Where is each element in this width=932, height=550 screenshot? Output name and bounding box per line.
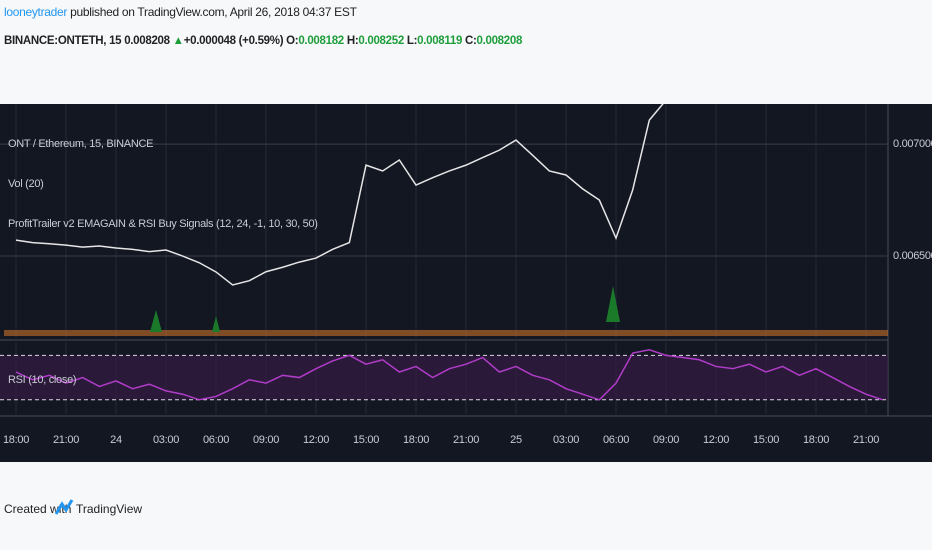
pane-title: ONT / Ethereum, 15, BINANCE (8, 138, 153, 150)
x-tick-label: 06:00 (603, 434, 629, 446)
ohlc-value: 0.008119 (417, 35, 463, 47)
symbol: BINANCE:ONTETH, 15 (4, 35, 122, 47)
ohlc-value: 0.008208 (476, 35, 523, 47)
last: 0.008208 (124, 35, 170, 47)
brand[interactable]: TradingView (76, 502, 143, 516)
ohlc-label: O: (286, 35, 299, 47)
published: published on TradingView.com, April 26, … (70, 5, 357, 19)
x-tick-label: 15:00 (353, 434, 379, 446)
x-tick-label: 03:00 (553, 434, 579, 446)
volume-band (4, 330, 888, 336)
x-tick-label: 18:00 (403, 434, 429, 446)
x-tick-label: 09:00 (653, 434, 679, 446)
arrow: ▲ (172, 35, 184, 47)
publish-line: looneytrader published on TradingView.co… (4, 5, 357, 19)
ohlc: O:0.008182 H:0.008252 L:0.008119 C:0.008… (286, 35, 522, 47)
x-tick-label: 21:00 (53, 434, 79, 446)
x-tick-label: 12:00 (303, 434, 329, 446)
indicator-label: ProfitTrailer v2 EMAGAIN & RSI Buy Signa… (8, 218, 318, 230)
x-tick-label: 06:00 (203, 434, 229, 446)
chart: 18:00 21:00 24 03:00 06:00 09:00 12:00 15:00 18:… (0, 104, 932, 462)
ohlc-label: H: (346, 35, 359, 47)
symbol-line: BINANCE:ONTETH, 15 0.008208 ▲+0.000048 (… (4, 35, 522, 47)
ohlc-label: L: (406, 35, 418, 47)
series-line (15, 349, 883, 401)
ohlc-label: C: (464, 35, 477, 47)
x-tick-label: 25 (510, 434, 522, 446)
logo (54, 499, 74, 515)
x-tick-label: 18:00 (3, 434, 29, 446)
y-tick-label: 0.007000 (893, 138, 932, 150)
author[interactable]: looneytrader (4, 5, 68, 19)
x-tick-label: 03:00 (153, 434, 179, 446)
x-tick-label: 24 (110, 434, 122, 446)
x-tick-label: 15:00 (753, 434, 779, 446)
x-tick-label: 09:00 (253, 434, 279, 446)
ohlc-value: 0.008252 (358, 35, 404, 47)
series-line (15, 104, 664, 286)
x-tick-label: 21:00 (453, 434, 479, 446)
x-tick-label: 12:00 (703, 434, 729, 446)
buy-signal (212, 316, 220, 332)
created: Created with (4, 502, 72, 516)
indicator-label: Vol (20) (8, 178, 44, 190)
change: +0.000048 (+0.59%) (183, 35, 284, 47)
x-tick-label: 18:00 (803, 434, 829, 446)
ohlc-value: 0.008182 (298, 35, 344, 47)
buy-signal (150, 310, 162, 332)
buy-signal (606, 286, 620, 322)
pane-title: RSI (10, close) (8, 374, 76, 386)
x-tick-label: 21:00 (853, 434, 879, 446)
rsi-band (0, 355, 888, 400)
